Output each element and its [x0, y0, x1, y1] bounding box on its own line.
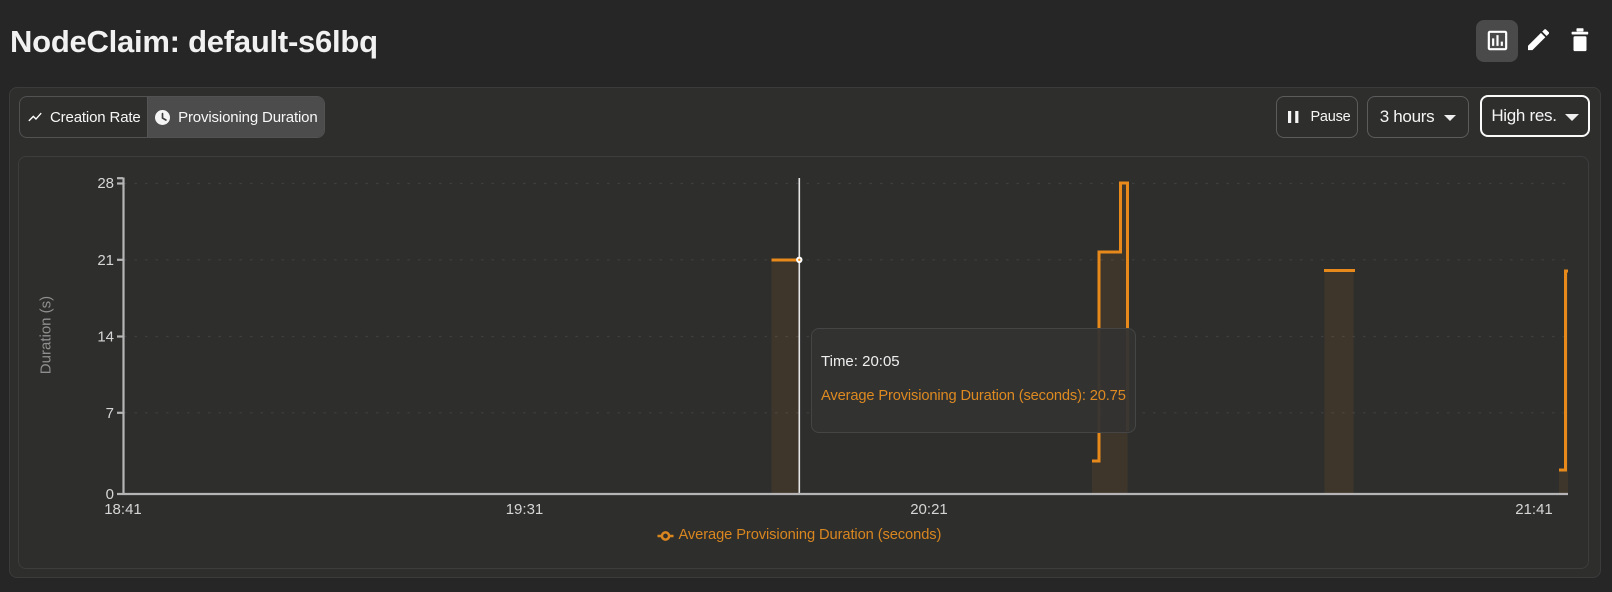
svg-text:7: 7	[106, 405, 114, 422]
svg-text:Duration (s): Duration (s)	[38, 296, 55, 374]
svg-text:0: 0	[106, 486, 114, 503]
svg-text:21: 21	[97, 252, 114, 269]
svg-text:28: 28	[97, 175, 114, 192]
svg-text:18:41: 18:41	[104, 501, 142, 518]
svg-text:19:31: 19:31	[506, 501, 544, 518]
svg-text:20:21: 20:21	[910, 501, 948, 518]
svg-text:14: 14	[97, 329, 114, 346]
svg-text:21:41: 21:41	[1515, 501, 1553, 518]
